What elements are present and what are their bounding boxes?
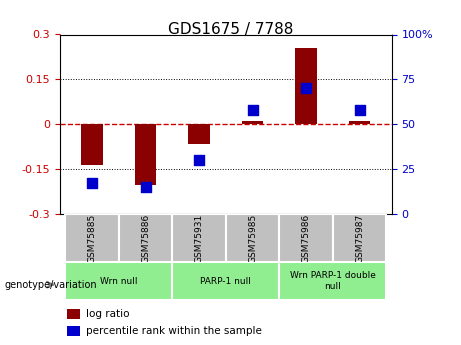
Bar <box>81 124 103 165</box>
FancyBboxPatch shape <box>65 214 119 262</box>
FancyBboxPatch shape <box>226 214 279 262</box>
Point <box>356 107 363 112</box>
Bar <box>242 121 263 124</box>
FancyBboxPatch shape <box>279 262 386 300</box>
FancyBboxPatch shape <box>119 214 172 262</box>
Bar <box>296 48 317 124</box>
Bar <box>349 121 371 124</box>
FancyBboxPatch shape <box>333 214 386 262</box>
FancyBboxPatch shape <box>172 262 279 300</box>
Bar <box>66 309 80 319</box>
Bar <box>66 326 80 336</box>
Text: GSM75985: GSM75985 <box>248 214 257 263</box>
Text: GSM75886: GSM75886 <box>141 214 150 263</box>
Text: GDS1675 / 7788: GDS1675 / 7788 <box>168 22 293 37</box>
Text: percentile rank within the sample: percentile rank within the sample <box>87 326 262 336</box>
Text: log ratio: log ratio <box>87 309 130 319</box>
Text: GSM75987: GSM75987 <box>355 214 364 263</box>
Point <box>249 107 256 112</box>
Bar <box>135 124 156 186</box>
FancyBboxPatch shape <box>172 214 226 262</box>
Bar <box>189 124 210 144</box>
Text: Wrn null: Wrn null <box>100 277 137 286</box>
Point <box>302 86 310 91</box>
Text: genotype/variation: genotype/variation <box>5 280 97 289</box>
Text: PARP-1 null: PARP-1 null <box>201 277 251 286</box>
Text: GSM75885: GSM75885 <box>88 214 96 263</box>
Text: GSM75986: GSM75986 <box>301 214 311 263</box>
Point <box>142 184 149 190</box>
Point <box>89 181 96 186</box>
Point <box>195 157 203 163</box>
Text: Wrn PARP-1 double
null: Wrn PARP-1 double null <box>290 272 376 291</box>
FancyBboxPatch shape <box>279 214 333 262</box>
Text: GSM75931: GSM75931 <box>195 214 204 263</box>
FancyBboxPatch shape <box>65 262 172 300</box>
